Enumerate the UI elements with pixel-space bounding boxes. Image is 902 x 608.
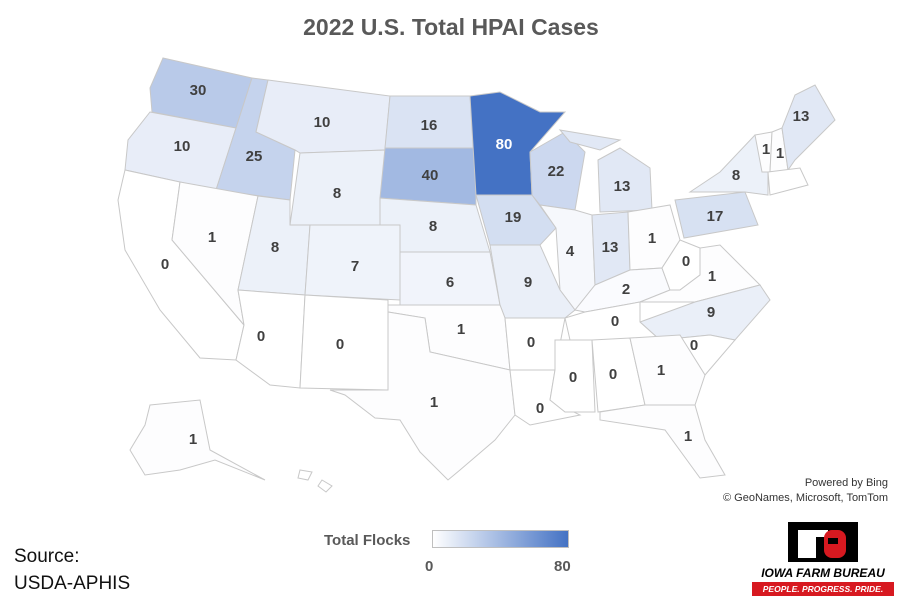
- state-ga[interactable]: [629, 334, 706, 406]
- state-value-ny: 8: [732, 167, 740, 184]
- state-value-co: 7: [351, 258, 359, 275]
- state-value-ut: 8: [271, 239, 279, 256]
- state-value-ms: 0: [569, 369, 577, 386]
- state-value-or: 10: [174, 138, 191, 155]
- state-pa[interactable]: [674, 191, 759, 239]
- state-value-tn: 0: [611, 313, 619, 330]
- state-value-mi: 13: [614, 178, 631, 195]
- legend-max-label: 80: [554, 558, 571, 575]
- state-value-ia: 19: [505, 209, 522, 226]
- legend-title: Total Flocks: [324, 532, 411, 549]
- state-az[interactable]: [235, 289, 306, 389]
- state-value-in: 13: [602, 239, 619, 256]
- state-value-wa: 30: [190, 82, 207, 99]
- state-value-il: 4: [566, 243, 575, 260]
- state-value-ok: 1: [457, 321, 465, 338]
- state-value-pa: 17: [707, 208, 724, 225]
- attribution-powered-by: Powered by Bing: [804, 477, 888, 489]
- attribution-credits: © GeoNames, Microsoft, TomTom: [723, 492, 888, 504]
- state-value-ne: 8: [429, 218, 437, 235]
- state-value-va: 1: [708, 268, 716, 285]
- source-label: Source:: [14, 546, 80, 567]
- map-attribution: Powered by Bing © GeoNames, Microsoft, T…: [723, 476, 888, 506]
- logo-tagline: PEOPLE. PROGRESS. PRIDE.: [752, 582, 894, 596]
- state-value-la: 0: [536, 400, 544, 417]
- legend-min-label: 0: [425, 558, 434, 575]
- state-tx[interactable]: [329, 311, 516, 481]
- state-value-nv: 1: [208, 229, 216, 246]
- state-value-az: 0: [257, 328, 265, 345]
- state-value-vt: 1: [762, 141, 770, 158]
- state-value-id: 25: [246, 148, 263, 165]
- state-value-nc: 9: [707, 304, 715, 321]
- state-value-me: 13: [793, 108, 810, 125]
- state-value-ca: 0: [161, 256, 169, 273]
- state-value-al: 0: [609, 366, 617, 383]
- state-value-wv: 0: [682, 253, 690, 270]
- state-value-mo: 9: [524, 274, 532, 291]
- state-value-oh: 1: [648, 230, 656, 247]
- state-fl[interactable]: [599, 404, 726, 479]
- state-value-sd: 40: [422, 167, 439, 184]
- state-value-nd: 16: [421, 117, 438, 134]
- state-value-tx: 1: [430, 394, 438, 411]
- map-title: 2022 U.S. Total HPAI Cases: [303, 14, 599, 40]
- farm-bureau-fb-mark-icon: [788, 522, 858, 562]
- state-mi[interactable]: [558, 129, 653, 213]
- state-value-wy: 8: [333, 185, 341, 202]
- state-hi[interactable]: [297, 469, 333, 493]
- state-value-nm: 0: [336, 336, 344, 353]
- state-value-mn: 80: [496, 136, 513, 153]
- state-value-sc: 0: [690, 337, 698, 354]
- state-southern-new-england[interactable]: [767, 167, 809, 196]
- state-value-fl: 1: [684, 428, 692, 445]
- source-value: USDA-APHIS: [14, 573, 131, 594]
- state-value-ak: 1: [189, 431, 197, 448]
- legend-color-scale: [432, 530, 569, 548]
- state-value-ga: 1: [657, 362, 665, 379]
- state-ia[interactable]: [475, 194, 557, 246]
- state-me[interactable]: [781, 84, 836, 172]
- farm-bureau-logo: IOWA FARM BUREAU PEOPLE. PROGRESS. PRIDE…: [748, 520, 898, 600]
- source-note: Source: USDA-APHIS: [14, 543, 130, 597]
- state-value-ks: 6: [446, 274, 454, 291]
- state-value-ar: 0: [527, 334, 535, 351]
- logo-org-name: IOWA FARM BUREAU: [761, 566, 885, 580]
- state-value-mt: 10: [314, 114, 331, 131]
- state-value-wi: 22: [548, 163, 565, 180]
- state-value-nh: 1: [776, 145, 784, 162]
- state-value-ky: 2: [622, 281, 630, 298]
- state-ak[interactable]: [129, 399, 266, 481]
